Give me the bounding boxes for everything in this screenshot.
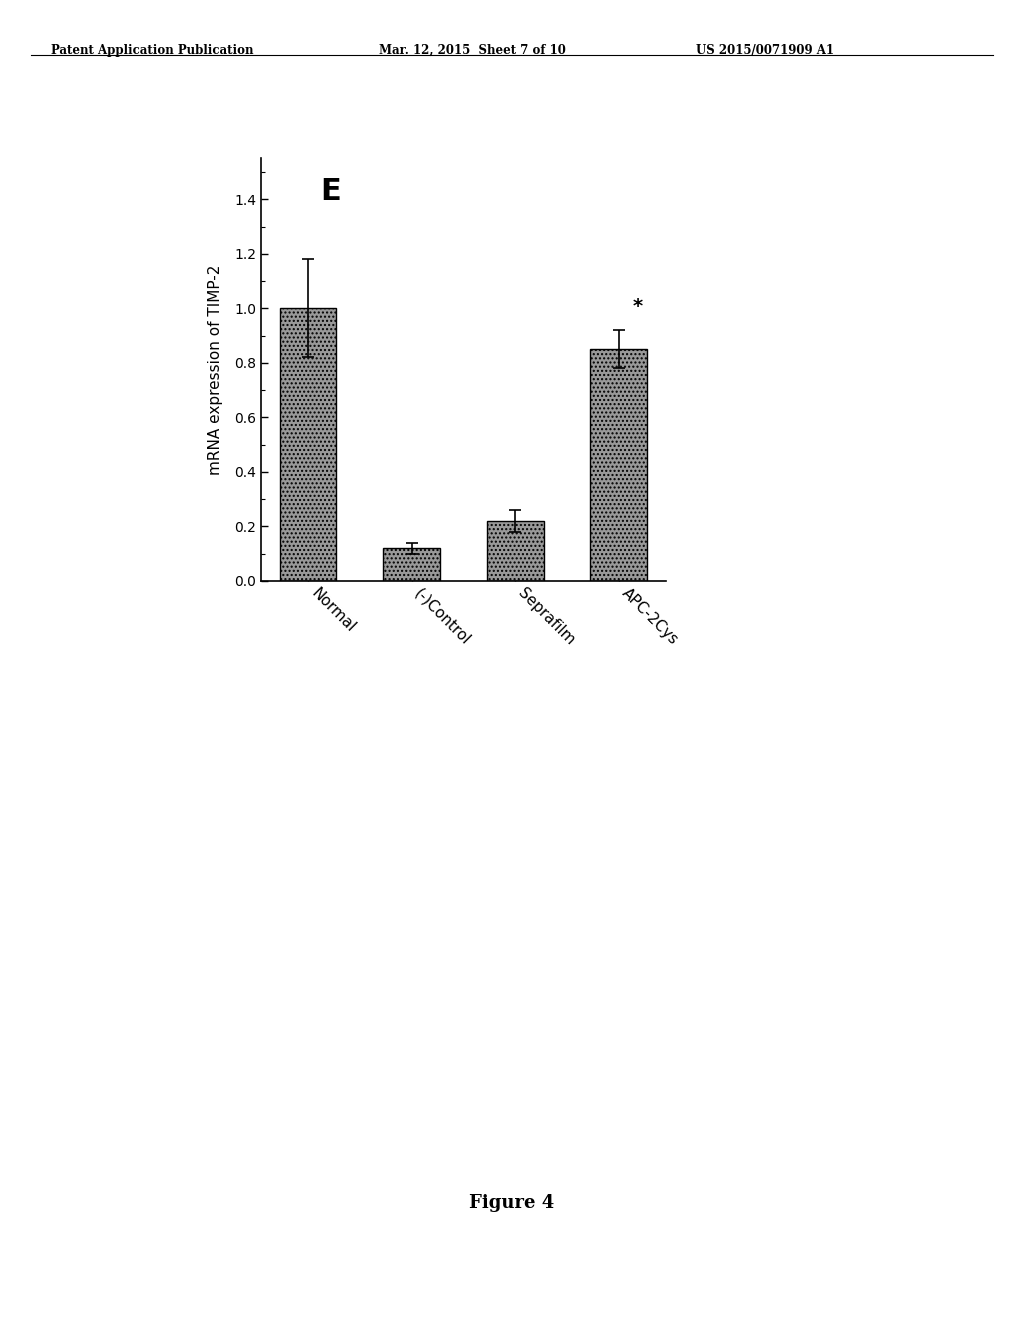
Text: *: * — [632, 297, 642, 317]
Text: US 2015/0071909 A1: US 2015/0071909 A1 — [696, 44, 835, 57]
Text: Mar. 12, 2015  Sheet 7 of 10: Mar. 12, 2015 Sheet 7 of 10 — [379, 44, 565, 57]
Text: Patent Application Publication: Patent Application Publication — [51, 44, 254, 57]
Bar — [590, 350, 647, 581]
Text: Figure 4: Figure 4 — [469, 1193, 555, 1212]
Bar — [280, 309, 337, 581]
Y-axis label: mRNA expression of TIMP-2: mRNA expression of TIMP-2 — [208, 264, 223, 475]
Text: E: E — [321, 177, 341, 206]
Bar — [486, 521, 544, 581]
Bar — [383, 548, 440, 581]
